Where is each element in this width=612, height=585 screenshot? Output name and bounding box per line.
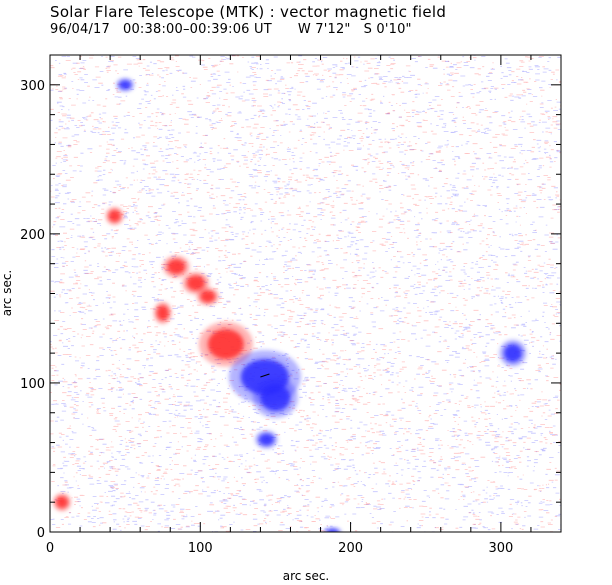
- y-tick-label: 300: [20, 79, 45, 94]
- field-vector: [260, 373, 270, 378]
- y-axis-title: arc sec.: [0, 270, 14, 316]
- chart-title: Solar Flare Telescope (MTK) : vector mag…: [50, 3, 447, 21]
- magnetic-features: [53, 78, 527, 532]
- positive-polarity-region: [196, 287, 220, 306]
- negative-polarity-region: [255, 430, 278, 449]
- x-tick-label: 200: [338, 541, 363, 556]
- positive-polarity-region: [53, 493, 72, 512]
- negative-polarity-region: [499, 339, 527, 367]
- chart-subtitle: 96/04/17 00:38:00–00:39:06 UT W 7'12" S …: [50, 22, 412, 37]
- y-tick-label: 0: [37, 526, 45, 541]
- x-tick-label: 300: [488, 541, 513, 556]
- y-tick-label: 200: [20, 228, 45, 243]
- y-tick-label: 100: [20, 377, 45, 392]
- positive-polarity-region: [198, 321, 253, 367]
- x-tick-label: 0: [46, 541, 54, 556]
- negative-polarity-region: [116, 78, 135, 92]
- positive-polarity-region: [162, 255, 190, 278]
- x-tick-label: 100: [188, 541, 213, 556]
- noise-speckles: [50, 55, 561, 532]
- positive-polarity-region: [105, 207, 124, 225]
- axis-ticks: 0 100 200 300 0 100 200 300: [20, 54, 562, 556]
- magnetogram-noise: [50, 55, 561, 532]
- noise-speckles: [50, 55, 561, 532]
- negative-polarity-region: [252, 377, 298, 418]
- x-axis-title: arc sec.: [283, 569, 329, 583]
- positive-polarity-region: [153, 301, 172, 325]
- negative-polarity-region: [323, 527, 342, 532]
